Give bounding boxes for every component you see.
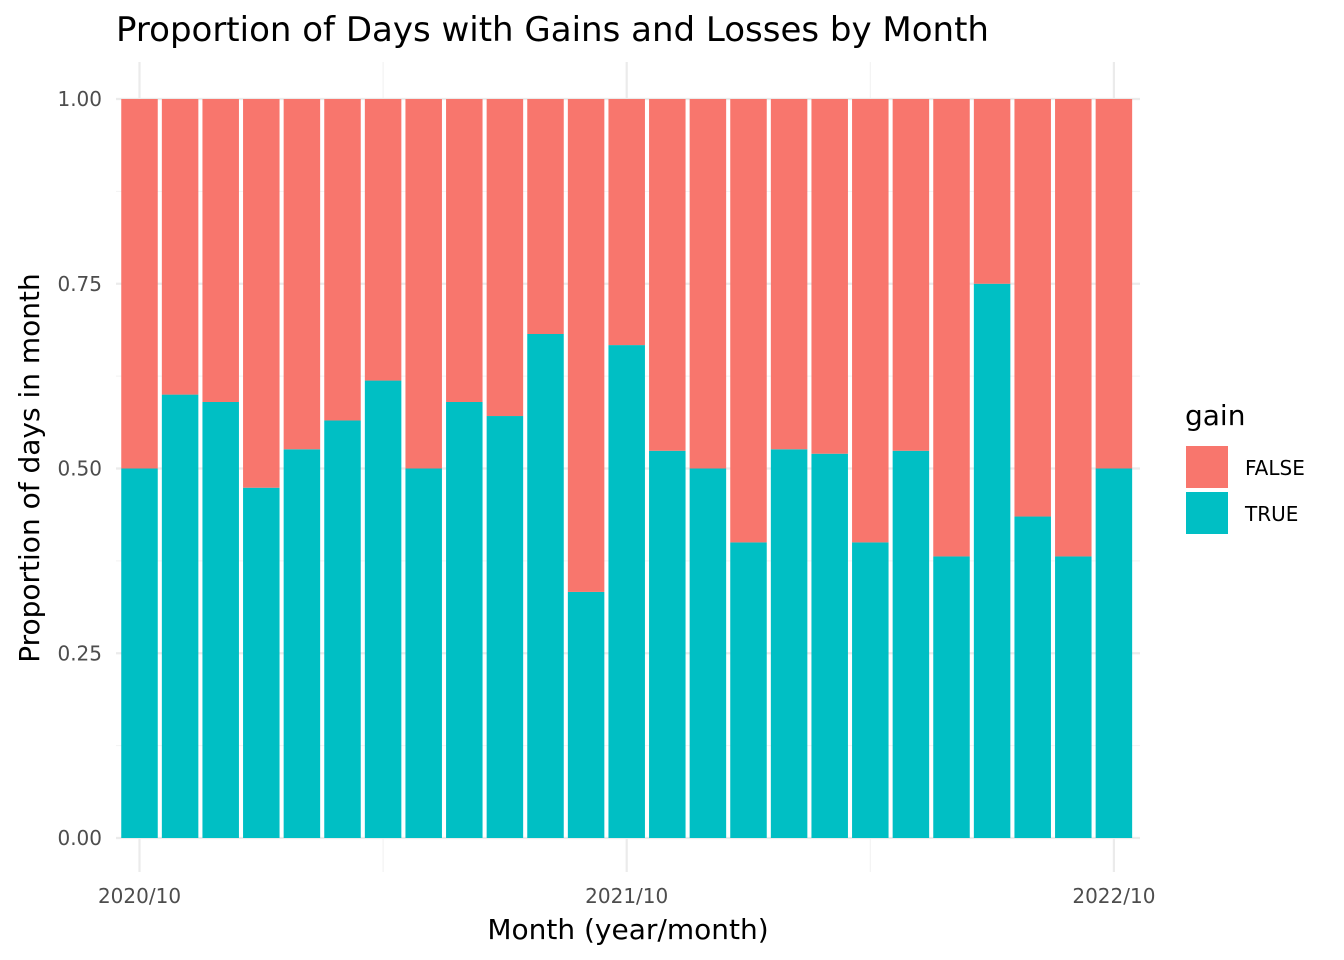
bar-false-2022/08 bbox=[1014, 99, 1051, 517]
bar-true-2021/09 bbox=[567, 591, 605, 838]
bar-false-2021/04 bbox=[364, 99, 402, 381]
bar-false-2022/09 bbox=[1055, 99, 1092, 557]
bar-false-2021/05 bbox=[405, 99, 442, 469]
bar-false-2022/01 bbox=[730, 99, 767, 543]
bar-true-2022/07 bbox=[973, 283, 1011, 838]
bar-false-2022/10 bbox=[1095, 99, 1133, 469]
bar-true-2021/04 bbox=[364, 380, 402, 838]
x-tick-label: 2022/10 bbox=[1072, 884, 1155, 908]
bar-true-2021/01 bbox=[243, 487, 280, 838]
y-tick-label: 0.75 bbox=[57, 272, 102, 296]
legend-swatch-false bbox=[1186, 446, 1228, 488]
bar-true-2021/07 bbox=[486, 416, 524, 838]
bar-true-2022/03 bbox=[811, 453, 848, 838]
bar-false-2020/12 bbox=[202, 99, 239, 402]
bar-false-2022/03 bbox=[811, 99, 848, 454]
bar-true-2020/11 bbox=[161, 394, 199, 838]
bar-true-2022/04 bbox=[852, 542, 889, 838]
bar-false-2022/04 bbox=[852, 99, 889, 543]
bar-false-2021/12 bbox=[689, 99, 727, 469]
bar-false-2021/02 bbox=[283, 99, 321, 450]
bar-true-2021/03 bbox=[324, 420, 361, 838]
bar-false-2021/11 bbox=[649, 99, 686, 451]
legend: gain FALSE TRUE bbox=[1185, 399, 1305, 534]
bar-false-2021/09 bbox=[567, 99, 605, 592]
bars bbox=[121, 99, 1133, 838]
x-tick-label: 2020/10 bbox=[98, 884, 181, 908]
bar-true-2020/12 bbox=[202, 401, 239, 838]
y-axis-ticks: 0.00 0.25 0.50 0.75 1.00 bbox=[57, 87, 102, 850]
bar-false-2022/07 bbox=[973, 99, 1011, 284]
bar-true-2020/10 bbox=[121, 468, 158, 838]
bar-true-2021/10 bbox=[608, 345, 645, 838]
bar-true-2022/01 bbox=[730, 542, 767, 838]
legend-title: gain bbox=[1185, 399, 1245, 432]
bar-false-2021/07 bbox=[486, 99, 524, 417]
bar-false-2021/03 bbox=[324, 99, 361, 421]
y-tick-label: 0.00 bbox=[57, 826, 102, 850]
y-tick-label: 0.50 bbox=[57, 457, 102, 481]
bar-false-2021/06 bbox=[446, 99, 483, 402]
bar-false-2021/01 bbox=[243, 99, 280, 488]
x-tick-label: 2021/10 bbox=[585, 884, 668, 908]
bar-false-2021/10 bbox=[608, 99, 645, 346]
bar-false-2021/08 bbox=[527, 99, 564, 335]
bar-true-2022/02 bbox=[770, 449, 808, 838]
bar-true-2021/12 bbox=[689, 468, 727, 838]
x-axis-title: Month (year/month) bbox=[487, 913, 768, 946]
bar-true-2022/10 bbox=[1095, 468, 1133, 838]
bar-true-2021/02 bbox=[283, 449, 321, 838]
bar-true-2021/05 bbox=[405, 468, 442, 838]
bar-true-2022/05 bbox=[892, 450, 930, 838]
bar-true-2021/08 bbox=[527, 334, 564, 838]
bar-true-2022/08 bbox=[1014, 516, 1051, 838]
bar-false-2020/11 bbox=[161, 99, 199, 395]
bar-true-2021/06 bbox=[446, 401, 483, 838]
y-tick-label: 1.00 bbox=[57, 87, 102, 111]
legend-label-true: TRUE bbox=[1244, 502, 1298, 526]
chart-title: Proportion of Days with Gains and Losses… bbox=[116, 10, 989, 50]
bar-true-2022/06 bbox=[933, 556, 970, 838]
bar-true-2021/11 bbox=[649, 450, 686, 838]
bar-false-2022/06 bbox=[933, 99, 970, 557]
legend-swatch-true bbox=[1186, 492, 1228, 534]
y-axis-title: Proportion of days in month bbox=[13, 273, 46, 663]
bar-false-2022/05 bbox=[892, 99, 930, 451]
x-axis-ticks: 2020/10 2021/10 2022/10 bbox=[98, 884, 1155, 908]
bar-false-2020/10 bbox=[121, 99, 158, 469]
bar-false-2022/02 bbox=[770, 99, 808, 450]
legend-label-false: FALSE bbox=[1245, 456, 1305, 480]
bar-true-2022/09 bbox=[1055, 556, 1092, 838]
y-tick-label: 0.25 bbox=[57, 641, 102, 665]
